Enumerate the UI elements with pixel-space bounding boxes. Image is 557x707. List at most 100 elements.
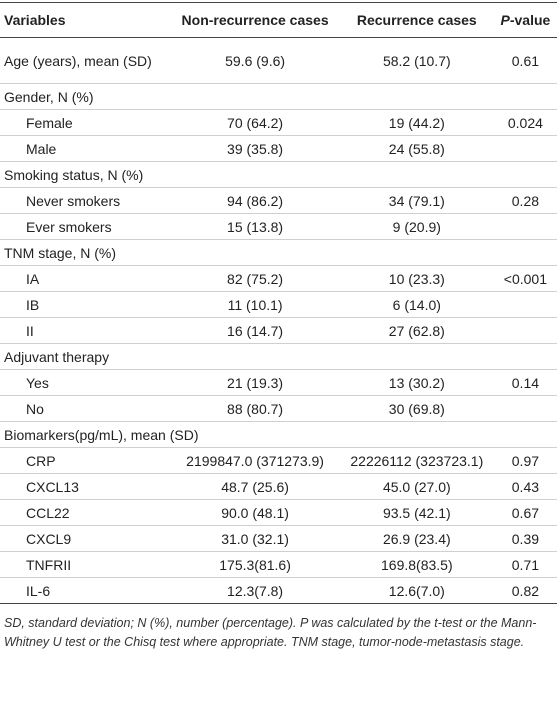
cell: 0.14 [493,369,557,396]
cell: 31.0 (32.1) [170,525,340,552]
row-label: IB [0,291,171,318]
header-text: Variables [4,12,66,28]
header-cell: Variables [0,2,171,38]
cell: 88 (80.7) [170,395,340,422]
section-row: TNM stage, N (%) [0,239,557,266]
header-text: P-value [500,12,551,28]
table-row: IL-6 12.3(7.8) 12.6(7.0) 0.82 [0,577,557,604]
cell: 0.71 [493,551,557,578]
cell: 30 (69.8) [339,395,494,422]
section-label: Biomarkers(pg/mL), mean (SD) [0,421,557,448]
table-row: IB 11 (10.1) 6 (14.0) [0,291,557,318]
footnote: SD, standard deviation; N (%), number (p… [4,616,537,649]
cell: 0.024 [493,109,557,136]
section-label: Gender, N (%) [0,83,557,110]
table-row: TNFRII 175.3(81.6) 169.8(83.5) 0.71 [0,551,557,578]
row-label: CCL22 [0,499,171,526]
cell: 82 (75.2) [170,265,340,292]
cell: 12.6(7.0) [339,577,494,604]
header-cell: P-value [493,2,557,38]
section-row: Adjuvant therapy [0,343,557,370]
section-row: Smoking status, N (%) [0,161,557,188]
section-label: Smoking status, N (%) [0,161,557,188]
cell: 94 (86.2) [170,187,340,214]
cell: 0.82 [493,577,557,604]
table-row: Never smokers 94 (86.2) 34 (79.1) 0.28 [0,187,557,214]
cell: 0.39 [493,525,557,552]
cell: 175.3(81.6) [170,551,340,578]
cell [493,317,557,344]
cell: 70 (64.2) [170,109,340,136]
cell: 9 (20.9) [339,213,494,240]
section-row: Gender, N (%) [0,83,557,110]
header-row: Variables Non-recurrence cases Recurrence … [0,2,557,38]
row-label: II [0,317,171,344]
cell: 12.3(7.8) [170,577,340,604]
row-label: Yes [0,369,171,396]
table-row: No 88 (80.7) 30 (69.8) [0,395,557,422]
cell: 16 (14.7) [170,317,340,344]
cell [493,291,557,318]
cell: 10 (23.3) [339,265,494,292]
cell: 24 (55.8) [339,135,494,162]
row-label: CXCL13 [0,473,171,500]
cell: 48.7 (25.6) [170,473,340,500]
cell: 0.97 [493,447,557,474]
table-body: Age (years), mean (SD) 59.6 (9.6) 58.2 (10… [0,37,557,604]
cell [493,135,557,162]
row-label: Ever smokers [0,213,171,240]
cell: 0.61 [493,37,557,84]
cell [493,213,557,240]
table-row: Ever smokers 15 (13.8) 9 (20.9) [0,213,557,240]
cell: 22226112 (323723.1) [339,447,494,474]
section-label: Adjuvant therapy [0,343,557,370]
cell: 39 (35.8) [170,135,340,162]
cell [493,395,557,422]
table-row: CXCL13 48.7 (25.6) 45.0 (27.0) 0.43 [0,473,557,500]
row-label: IL-6 [0,577,171,604]
cell: 34 (79.1) [339,187,494,214]
header-text: Non-recurrence cases [181,12,329,28]
cell: 169.8(83.5) [339,551,494,578]
header-cell: Recurrence cases [339,2,494,38]
table-row: Female 70 (64.2) 19 (44.2) 0.024 [0,109,557,136]
cell: 11 (10.1) [170,291,340,318]
table-row: Age (years), mean (SD) 59.6 (9.6) 58.2 (10… [0,37,557,84]
header-text: Recurrence cases [356,12,477,28]
row-label: CRP [0,447,171,474]
table-row: CCL22 90.0 (48.1) 93.5 (42.1) 0.67 [0,499,557,526]
row-label: Age (years), mean (SD) [0,37,171,84]
cell: 93.5 (42.1) [339,499,494,526]
header-cell: Non-recurrence cases [170,2,340,38]
data-table: Variables Non-recurrence cases Recurrence … [0,2,557,604]
cell: 26.9 (23.4) [339,525,494,552]
section-label: TNM stage, N (%) [0,239,557,266]
cell: 2199847.0 (371273.9) [170,447,340,474]
table-row: CRP 2199847.0 (371273.9) 22226112 (323723.… [0,447,557,474]
cell: 0.67 [493,499,557,526]
section-row: Biomarkers(pg/mL), mean (SD) [0,421,557,448]
cell: 6 (14.0) [339,291,494,318]
cell: 13 (30.2) [339,369,494,396]
table-row: Male 39 (35.8) 24 (55.8) [0,135,557,162]
cell: 59.6 (9.6) [170,37,340,84]
cell: 15 (13.8) [170,213,340,240]
table-row: CXCL9 31.0 (32.1) 26.9 (23.4) 0.39 [0,525,557,552]
cell: <0.001 [493,265,557,292]
row-label: IA [0,265,171,292]
cell: 0.43 [493,473,557,500]
cell: 27 (62.8) [339,317,494,344]
table-row: IA 82 (75.2) 10 (23.3) <0.001 [0,265,557,292]
row-label: TNFRII [0,551,171,578]
cell: 45.0 (27.0) [339,473,494,500]
row-label: CXCL9 [0,525,171,552]
table-row: II 16 (14.7) 27 (62.8) [0,317,557,344]
row-label: No [0,395,171,422]
row-label: Male [0,135,171,162]
cell: 21 (19.3) [170,369,340,396]
table-row: Yes 21 (19.3) 13 (30.2) 0.14 [0,369,557,396]
cell: 19 (44.2) [339,109,494,136]
row-label: Female [0,109,171,136]
row-label: Never smokers [0,187,171,214]
